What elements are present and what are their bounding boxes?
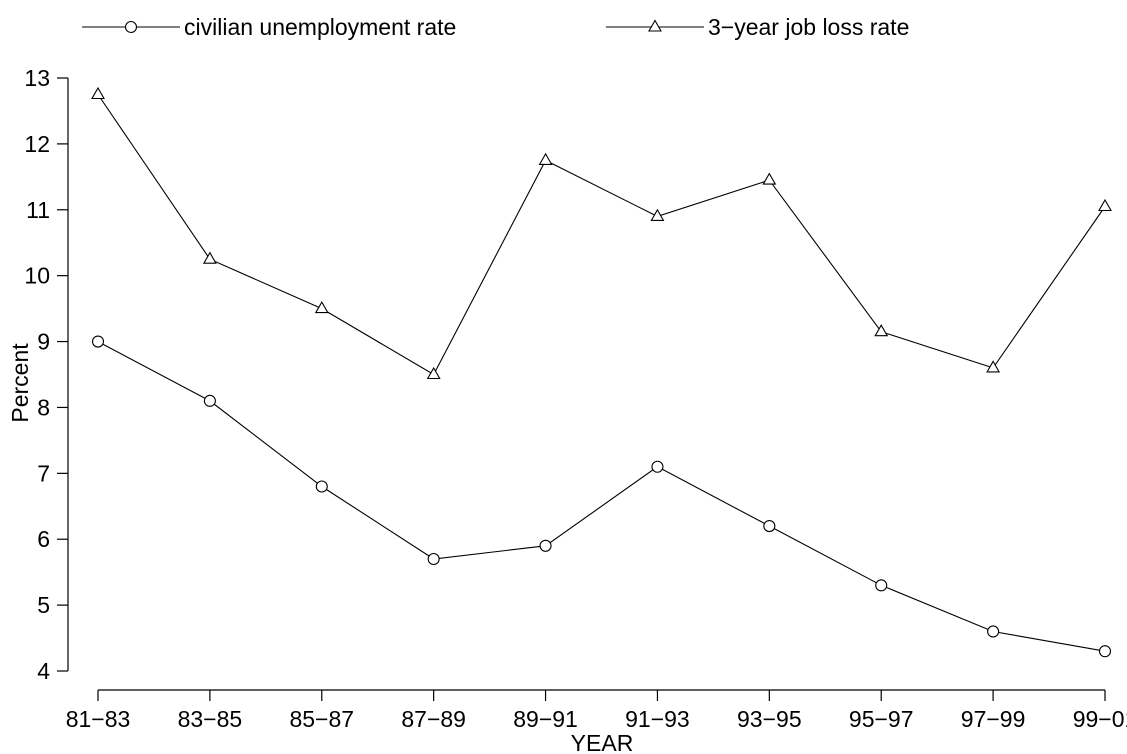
y-tick-label-3: 7 (37, 460, 50, 486)
data-point-0-8 (987, 625, 1000, 638)
data-point-0-2 (315, 480, 328, 493)
y-tick-label-9: 13 (24, 65, 50, 91)
legend-marker-triangle (648, 19, 662, 32)
plot-area (91, 86, 1112, 658)
data-point-1-6 (762, 172, 777, 185)
x-tick-label-1: 83−85 (178, 706, 243, 732)
legend-label-1: 3−year job loss rate (708, 14, 909, 40)
legend-label-0: civilian unemployment rate (184, 14, 456, 40)
x-tick-label-0: 81−83 (66, 706, 131, 732)
y-axis-ticks: 4 5 6 7 8 9 10 11 12 13 (24, 65, 68, 684)
x-tick-label-4: 89−91 (513, 706, 578, 732)
data-point-0-5 (651, 460, 664, 473)
x-tick-label-3: 87−89 (401, 706, 466, 732)
data-point-1-8 (986, 360, 1001, 373)
x-axis-ticks: 81−83 83−85 85−87 87−89 89−91 91−93 93−95 95−97… (66, 690, 1127, 732)
data-point-0-0 (91, 335, 105, 348)
y-tick-label-1: 5 (37, 592, 50, 618)
y-tick-label-5: 9 (37, 329, 50, 355)
x-tick-label-7: 95−97 (849, 706, 914, 732)
data-point-0-6 (763, 519, 776, 533)
data-point-1-4 (538, 152, 553, 165)
y-tick-label-2: 6 (37, 526, 50, 552)
series-line-0 (97, 341, 1106, 652)
x-tick-label-5: 91−93 (625, 706, 690, 732)
legend-entry-0: civilian unemployment rate (82, 14, 456, 40)
y-axis-title: Percent (7, 343, 33, 423)
series-line-1 (97, 94, 1106, 376)
x-tick-label-2: 85−87 (289, 706, 354, 732)
data-point-1-9 (1098, 198, 1112, 212)
data-point-1-0 (91, 86, 105, 100)
x-axis-title: YEAR (571, 730, 634, 754)
x-tick-label-9: 99−01 (1073, 706, 1127, 732)
legend-entry-1: 3−year job loss rate (606, 14, 909, 40)
data-point-0-3 (427, 552, 440, 566)
data-point-0-4 (539, 539, 552, 552)
x-tick-label-6: 93−95 (737, 706, 802, 732)
data-point-0-1 (203, 394, 216, 407)
data-point-1-5 (650, 208, 665, 221)
chart-legend: civilian unemployment rate 3−year job lo… (82, 14, 909, 40)
legend-marker-circle (124, 20, 138, 34)
data-point-0-9 (1098, 645, 1112, 658)
data-point-1-1 (202, 251, 217, 264)
data-point-1-3 (426, 366, 441, 380)
data-point-1-7 (874, 324, 889, 337)
y-tick-label-7: 11 (26, 197, 50, 223)
y-tick-label-4: 8 (37, 394, 50, 420)
y-tick-label-0: 4 (37, 658, 50, 684)
x-tick-label-8: 97−99 (961, 706, 1026, 732)
data-point-0-7 (875, 579, 888, 592)
y-tick-label-6: 10 (24, 263, 50, 289)
data-point-1-2 (314, 300, 329, 314)
y-tick-label-8: 12 (24, 131, 50, 157)
